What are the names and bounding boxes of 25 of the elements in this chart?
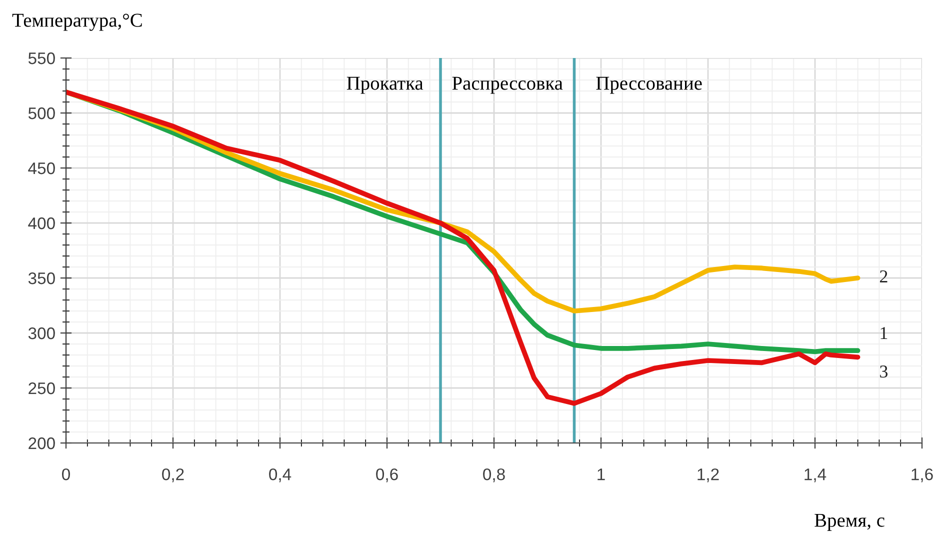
y-tick-label: 350	[28, 272, 55, 284]
annotation: Прокатка	[346, 76, 424, 94]
x-tick-label: 1	[598, 468, 605, 480]
x-tick-label: 0,4	[269, 468, 292, 482]
x-tick-label: 1,2	[698, 468, 719, 482]
y-tick-label: 250	[28, 382, 55, 394]
x-tick-label: 0,6	[376, 468, 398, 482]
x-tick-label: 1,4	[804, 468, 826, 482]
series-label: 1	[880, 327, 888, 339]
y-tick-label: 450	[28, 162, 55, 174]
x-axis-title: Время, с	[814, 514, 884, 531]
x-tick-label: 0	[62, 468, 70, 480]
y-axis-title: Температура,°С	[12, 14, 142, 31]
x-tick-label: 0,2	[162, 468, 184, 482]
y-tick-label: 300	[28, 327, 55, 340]
x-tick-label: 1,6	[912, 468, 933, 482]
annotation: Прессование	[596, 76, 702, 94]
series-label: 3	[880, 366, 888, 378]
series-label: 2	[880, 270, 888, 282]
y-tick-label: 550	[28, 52, 55, 64]
x-tick-label: 0,8	[483, 468, 505, 482]
y-tick-label: 200	[28, 437, 55, 450]
y-tick-label: 400	[28, 217, 55, 230]
y-tick-label: 500	[28, 107, 55, 120]
annotation: Распрессовка	[452, 76, 563, 94]
